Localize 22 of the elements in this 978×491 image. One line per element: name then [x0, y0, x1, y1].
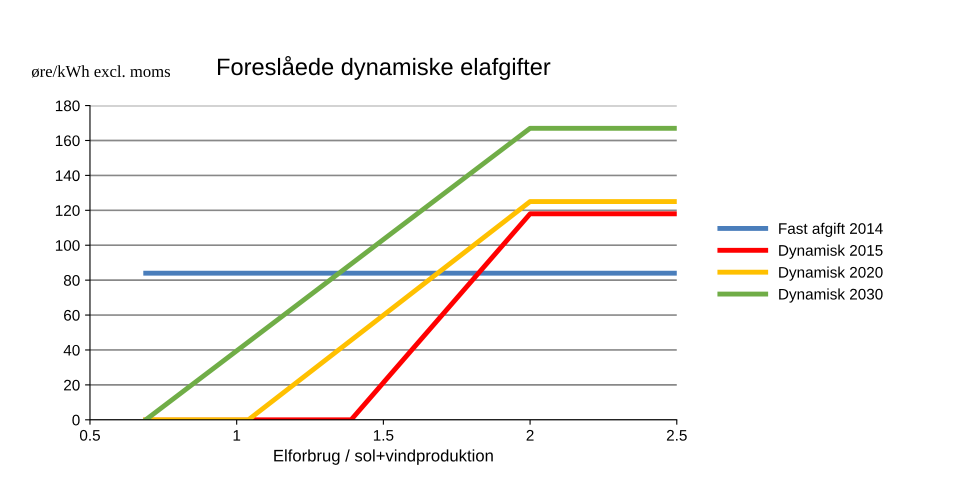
- x-tick-label: 2.5: [666, 430, 687, 441]
- y-tick-label: 160: [56, 135, 80, 146]
- x-tick-label: 0.5: [80, 430, 100, 441]
- y-tick-label: 0: [72, 414, 80, 426]
- y-tick-label: 120: [56, 205, 80, 216]
- y-tick-label: 20: [64, 380, 80, 391]
- x-tick-label: 1.5: [374, 430, 394, 441]
- y-tick-label: 60: [64, 310, 80, 321]
- y-tick-label: 140: [56, 170, 80, 182]
- y-tick-label: 180: [56, 100, 80, 112]
- legend-label: Dynamisk 2020: [779, 266, 883, 281]
- chart-title: Foreslåede dynamiske elafgifter: [218, 56, 550, 80]
- x-tick-label: 1: [234, 430, 240, 441]
- x-tick-label: 2: [526, 430, 534, 441]
- y-tick-label: 80: [64, 275, 80, 286]
- y-axis-title: øre/kWh excl. moms: [32, 65, 170, 78]
- legend-label: Fast afgift 2014: [779, 222, 883, 237]
- y-tick-label: 40: [64, 344, 80, 356]
- legend-label: Dynamisk 2015: [779, 244, 883, 259]
- y-tick-label: 100: [56, 240, 80, 251]
- x-axis-title: Elforbrug / sol+vindproduktion: [274, 449, 493, 465]
- legend-label: Dynamisk 2030: [779, 288, 883, 303]
